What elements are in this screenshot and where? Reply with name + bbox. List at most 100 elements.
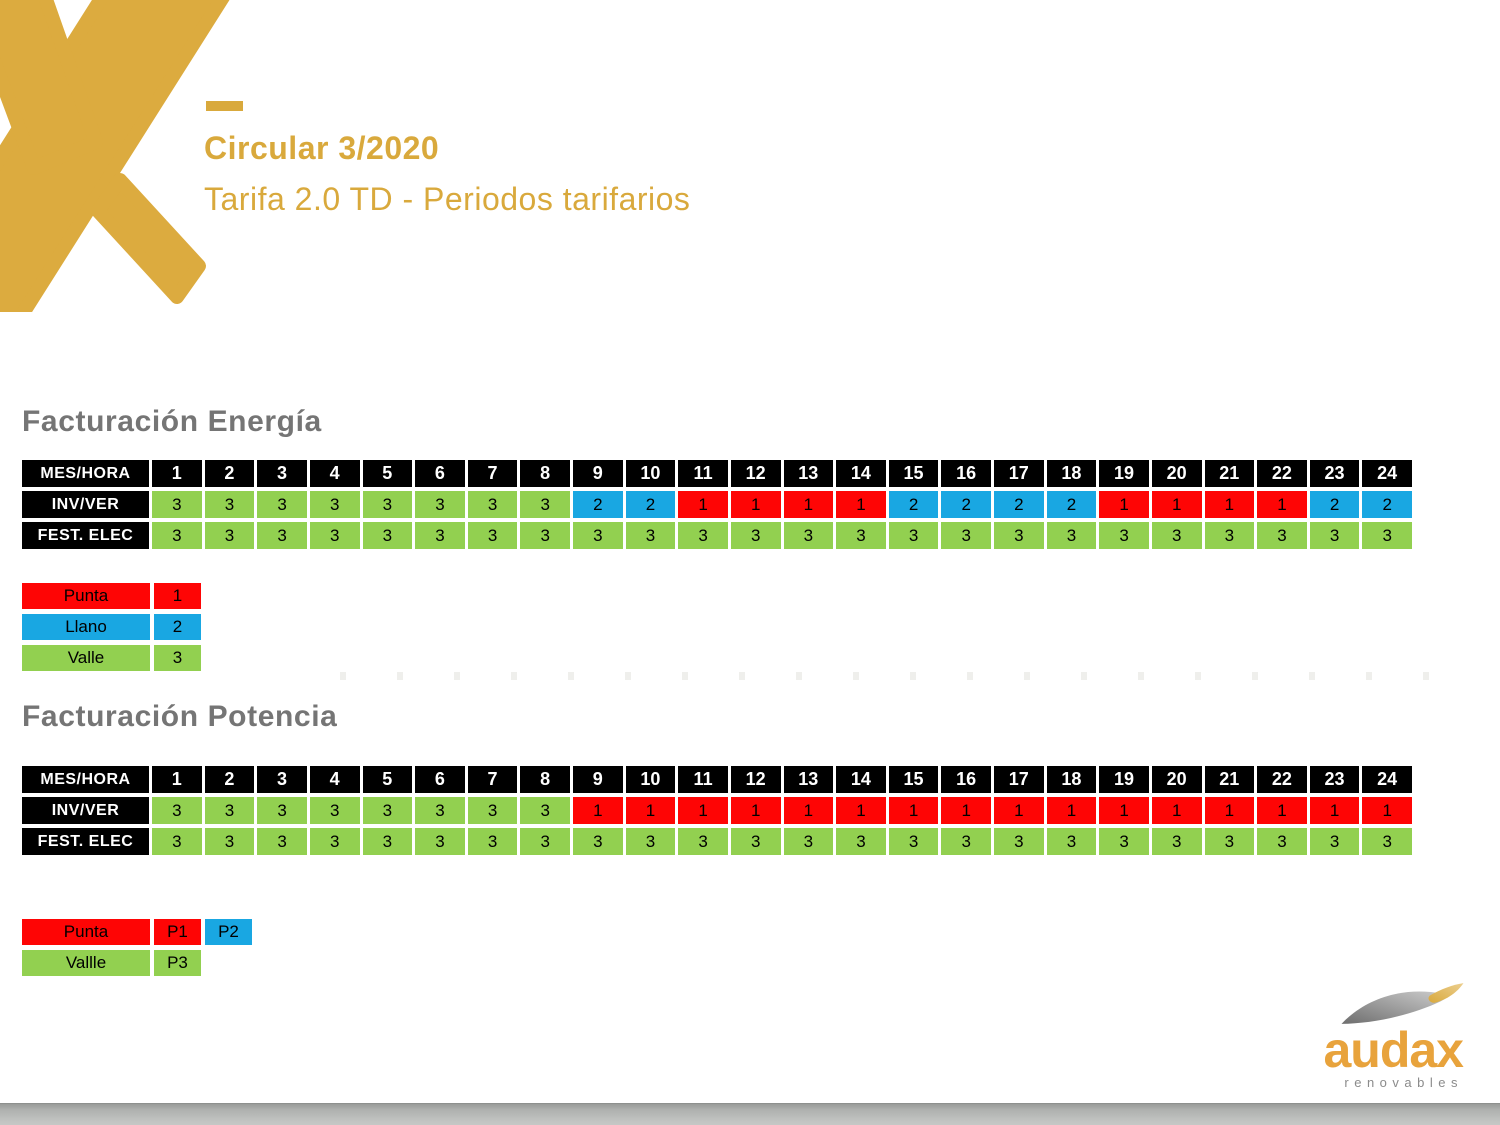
hour-header-cell: 9 <box>573 460 623 487</box>
legend-label: Valle <box>22 645 150 671</box>
hour-header-cell: 19 <box>1099 460 1149 487</box>
hour-header-cell: 17 <box>994 460 1044 487</box>
period-cell: 3 <box>415 522 465 549</box>
legend-potencia: Punta P1 P2 Vallle P3 <box>22 919 252 981</box>
period-cell: 1 <box>678 491 728 518</box>
period-cell: 3 <box>1362 522 1412 549</box>
period-cell: 3 <box>309 797 360 824</box>
hour-header-cell: 2 <box>204 460 255 487</box>
period-cell: 3 <box>467 491 518 518</box>
legend-row: Valle 3 <box>22 645 201 671</box>
hour-header-cell: 4 <box>309 460 360 487</box>
period-cell: 3 <box>1362 828 1412 855</box>
hour-header-cell: 22 <box>1257 766 1307 793</box>
period-cell: 3 <box>1309 522 1360 549</box>
legend-energia: Punta 1 Llano 2 Valle 3 <box>22 583 201 676</box>
period-cell: 3 <box>1046 828 1097 855</box>
faint-separator <box>340 672 1465 680</box>
period-cell: 3 <box>1257 828 1307 855</box>
period-cell: 3 <box>1046 522 1097 549</box>
corner-cell: MES/HORA <box>22 460 149 487</box>
hour-header-cell: 18 <box>1046 460 1097 487</box>
period-cell: 3 <box>783 828 834 855</box>
hour-header-cell: 8 <box>520 766 570 793</box>
period-cell: 3 <box>257 522 307 549</box>
legend-row: Vallle P3 <box>22 950 252 976</box>
legend-label: Punta <box>22 919 150 945</box>
period-cell: 1 <box>941 797 991 824</box>
period-cell: 1 <box>678 797 728 824</box>
period-cell: 1 <box>625 797 676 824</box>
hour-header-cell: 1 <box>152 766 202 793</box>
period-cell: 3 <box>625 522 676 549</box>
hour-header-cell: 21 <box>1204 766 1255 793</box>
audax-swoosh-icon <box>1341 983 1464 1024</box>
period-cell: 3 <box>941 522 991 549</box>
table-header-row: MES/HORA 1 2 3 4 5 6 7 8 9 10 11 12 13 14 15 16 17 18 19 20 2… <box>22 460 1412 487</box>
table-row: FEST. ELEC 3 3 3 3 3 3 3 3 3 3 3 3 3 3 3 3 3 3 3 3 3 3 3 3 <box>22 522 1412 549</box>
period-cell: 3 <box>520 491 570 518</box>
period-cell: 2 <box>573 491 623 518</box>
period-cell: 1 <box>1257 797 1307 824</box>
row-label-cell: INV/VER <box>22 491 149 518</box>
period-cell: 3 <box>152 797 202 824</box>
legend-code: 3 <box>154 645 201 671</box>
hour-header-cell: 11 <box>678 766 728 793</box>
period-cell: 3 <box>520 522 570 549</box>
period-cell: 1 <box>1257 491 1307 518</box>
period-cell: 3 <box>678 522 728 549</box>
period-cell: 3 <box>309 828 360 855</box>
period-cell: 1 <box>1151 797 1202 824</box>
hour-header-cell: 10 <box>625 460 676 487</box>
hour-header-cell: 15 <box>888 766 939 793</box>
hour-header-cell: 20 <box>1151 460 1202 487</box>
hour-header-cell: 21 <box>1204 460 1255 487</box>
table-row: FEST. ELEC 3 3 3 3 3 3 3 3 3 3 3 3 3 3 3 3 3 3 3 3 3 3 3 3 <box>22 828 1412 855</box>
legend-label: Punta <box>22 583 150 609</box>
period-cell: 3 <box>1204 522 1255 549</box>
table-row: INV/VER 3 3 3 3 3 3 3 3 2 2 1 1 1 1 2 2 2 2 1 1 1 1 2 2 <box>22 491 1412 518</box>
hour-header-cell: 24 <box>1362 766 1412 793</box>
period-cell: 3 <box>257 828 307 855</box>
period-cell: 3 <box>678 828 728 855</box>
hour-header-cell: 12 <box>730 766 781 793</box>
table-potencia: MES/HORA 1 2 3 4 5 6 7 8 9 10 11 12 13 14 15 16 17 18 19 20 2… <box>22 766 1412 859</box>
hour-header-cell: 18 <box>1046 766 1097 793</box>
period-cell: 3 <box>941 828 991 855</box>
period-cell: 2 <box>888 491 939 518</box>
legend-row: Llano 2 <box>22 614 201 640</box>
period-cell: 1 <box>1099 797 1149 824</box>
period-cell: 3 <box>152 522 202 549</box>
period-cell: 3 <box>467 522 518 549</box>
hour-header-cell: 23 <box>1309 766 1360 793</box>
legend-code: 1 <box>154 583 201 609</box>
period-cell: 3 <box>204 491 255 518</box>
legend-code: P3 <box>154 950 201 976</box>
period-cell: 1 <box>836 797 886 824</box>
hour-header-cell: 12 <box>730 460 781 487</box>
period-cell: 3 <box>415 828 465 855</box>
period-cell: 3 <box>204 522 255 549</box>
hour-header-cell: 14 <box>836 460 886 487</box>
audax-subtitle: renovables <box>1344 1075 1463 1090</box>
period-cell: 3 <box>309 491 360 518</box>
period-cell: 3 <box>573 828 623 855</box>
period-cell: 1 <box>1046 797 1097 824</box>
legend-row: Punta 1 <box>22 583 201 609</box>
period-cell: 2 <box>941 491 991 518</box>
row-label-cell: INV/VER <box>22 797 149 824</box>
period-cell: 3 <box>1099 522 1149 549</box>
period-cell: 3 <box>309 522 360 549</box>
legend-label: Vallle <box>22 950 150 976</box>
period-cell: 2 <box>625 491 676 518</box>
period-cell: 1 <box>730 491 781 518</box>
hour-header-cell: 16 <box>941 766 991 793</box>
hour-header-cell: 5 <box>362 766 413 793</box>
legend-row: Punta P1 P2 <box>22 919 252 945</box>
period-cell: 1 <box>994 797 1044 824</box>
audax-x-logo-icon <box>0 0 230 312</box>
title-accent-dash <box>206 101 243 111</box>
period-cell: 1 <box>836 491 886 518</box>
period-cell: 3 <box>152 828 202 855</box>
